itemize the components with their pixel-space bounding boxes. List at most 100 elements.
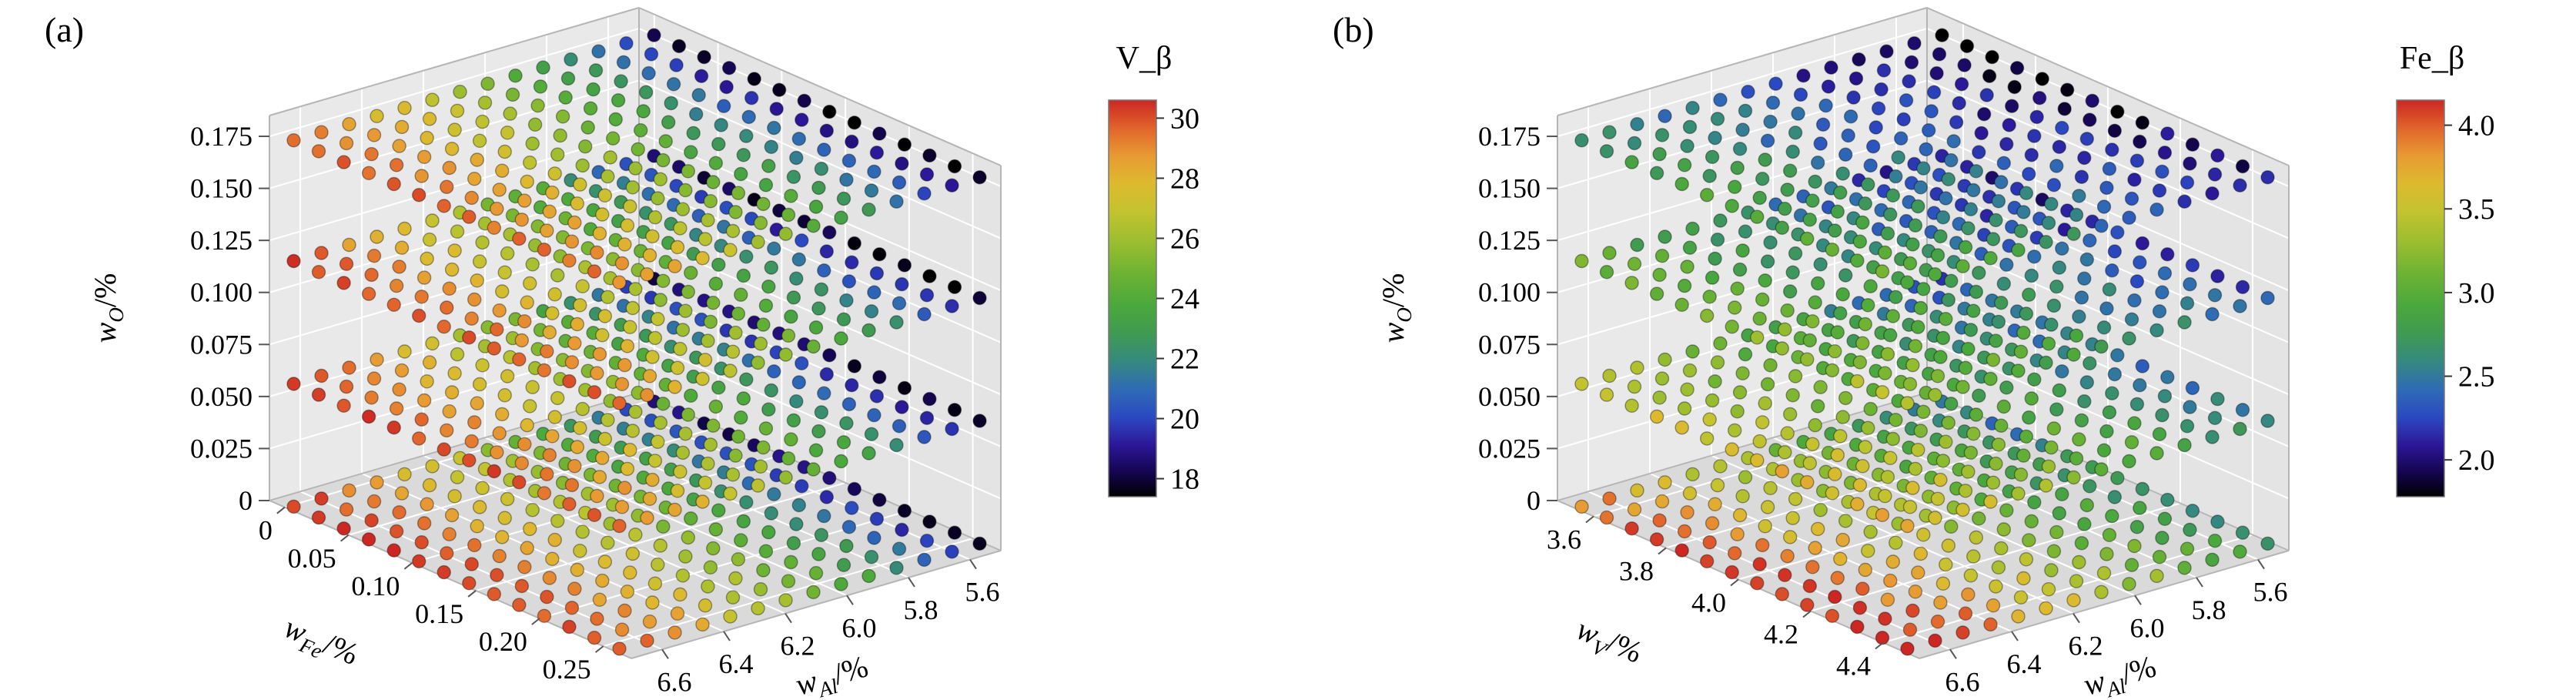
data-point xyxy=(590,488,604,504)
data-point xyxy=(573,420,587,435)
data-point xyxy=(1880,226,1895,241)
data-point xyxy=(1752,311,1767,326)
data-point xyxy=(2155,407,2170,423)
data-point xyxy=(1700,187,1715,203)
data-point xyxy=(450,103,465,119)
data-point xyxy=(2129,397,2145,412)
right-tick-label: 6.0 xyxy=(2130,612,2165,643)
data-point xyxy=(623,320,637,334)
data-point xyxy=(1848,71,1864,86)
grid-line-left xyxy=(475,481,847,591)
data-point xyxy=(537,486,552,501)
data-point xyxy=(1624,521,1639,536)
data-point xyxy=(778,347,793,362)
data-point xyxy=(889,437,904,453)
data-point xyxy=(311,510,326,525)
data-point xyxy=(1935,330,1951,346)
data-point xyxy=(1788,369,1803,383)
data-point xyxy=(703,194,718,209)
right-tick xyxy=(2196,577,2203,588)
data-point xyxy=(536,60,550,75)
data-point xyxy=(450,470,465,484)
data-point xyxy=(1728,300,1742,315)
data-point xyxy=(1861,544,1875,558)
colorbar-bar xyxy=(2396,99,2445,497)
data-point xyxy=(2122,331,2136,346)
right-tick-label: 6.6 xyxy=(657,666,692,697)
data-point xyxy=(695,251,710,266)
data-point xyxy=(1713,459,1728,474)
data-point xyxy=(1983,371,1998,387)
data-point xyxy=(711,136,726,152)
data-point xyxy=(1939,191,1953,206)
data-point xyxy=(1574,499,1589,514)
data-point xyxy=(1778,201,1792,216)
data-point xyxy=(2066,470,2081,485)
data-point xyxy=(1935,454,1951,468)
data-point xyxy=(1708,374,1722,389)
data-point xyxy=(497,511,512,525)
data-point xyxy=(2060,82,2075,97)
data-point xyxy=(537,363,552,378)
data-point xyxy=(2079,132,2095,146)
data-point xyxy=(681,407,695,422)
data-point xyxy=(2260,290,2275,306)
data-point xyxy=(497,265,512,280)
data-point xyxy=(1933,595,1948,610)
data-point xyxy=(597,431,612,447)
data-point xyxy=(601,413,615,427)
data-point xyxy=(1783,284,1798,299)
data-point xyxy=(1763,235,1778,250)
data-point xyxy=(420,374,434,389)
colorbar-title-a: V_β xyxy=(1116,41,1173,76)
data-point xyxy=(1933,229,1948,244)
data-point xyxy=(370,229,384,244)
data-point xyxy=(2027,372,2042,387)
data-point xyxy=(2205,552,2220,568)
data-point xyxy=(764,506,778,521)
data-point xyxy=(706,541,721,556)
data-point xyxy=(2207,167,2223,182)
left-tick-label: 3.8 xyxy=(1619,556,1654,587)
data-point xyxy=(475,358,490,373)
data-point xyxy=(1955,380,1970,394)
data-point xyxy=(1969,164,1983,179)
data-point xyxy=(1708,497,1722,511)
data-point xyxy=(761,402,776,417)
data-point xyxy=(653,172,667,187)
left-tick-label: 0 xyxy=(259,515,273,546)
data-point xyxy=(342,237,356,253)
data-point xyxy=(550,390,565,406)
data-point xyxy=(847,481,862,497)
data-point xyxy=(1630,116,1644,132)
data-point xyxy=(462,453,477,467)
data-point xyxy=(1986,598,2001,613)
data-point xyxy=(336,398,351,413)
data-point xyxy=(464,190,479,206)
data-point xyxy=(651,557,665,572)
data-point xyxy=(1702,535,1717,550)
data-point xyxy=(758,298,774,313)
grid-line-z xyxy=(638,340,1002,500)
data-point xyxy=(525,257,540,272)
data-point xyxy=(542,571,557,585)
data-point xyxy=(336,521,351,536)
data-point xyxy=(1760,500,1775,514)
box-edge xyxy=(638,7,1002,166)
data-point xyxy=(666,77,681,92)
data-point xyxy=(617,357,632,373)
data-point xyxy=(919,410,935,425)
data-point xyxy=(1972,388,1986,403)
grid-line-z xyxy=(1557,28,1928,138)
data-point xyxy=(1780,548,1795,564)
data-point xyxy=(1944,397,1959,411)
data-point xyxy=(1991,194,2006,209)
data-point xyxy=(517,193,532,208)
data-point xyxy=(564,52,578,67)
data-point xyxy=(342,360,356,375)
data-point xyxy=(1705,516,1720,531)
data-point xyxy=(725,344,741,359)
data-point xyxy=(673,587,687,602)
data-point xyxy=(573,177,587,192)
data-point xyxy=(869,511,885,526)
